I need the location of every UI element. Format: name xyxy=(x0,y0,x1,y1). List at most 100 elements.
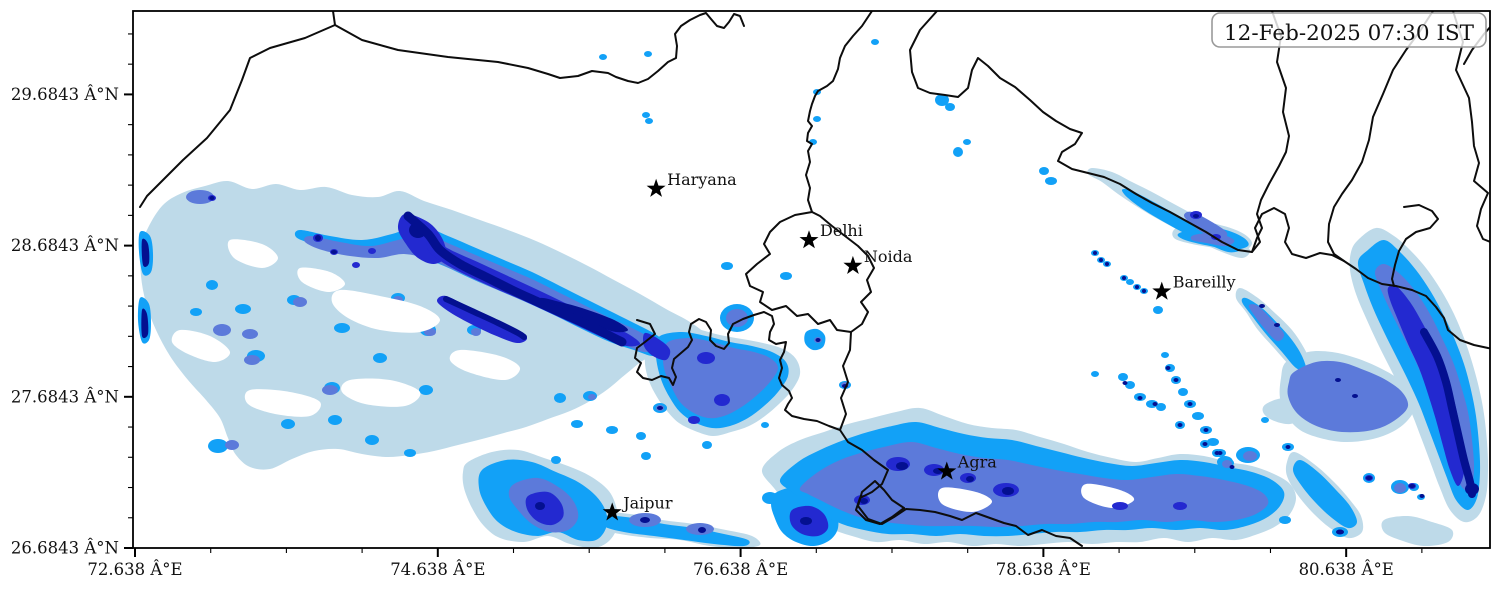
precip-dot-l2 xyxy=(645,118,653,124)
precip-dot-l2 xyxy=(945,103,955,111)
city-marker-noida: Noida xyxy=(843,247,913,274)
precip-blob-l4 xyxy=(642,332,671,361)
precip-dot-l2 xyxy=(1178,388,1188,396)
precip-dot-l5 xyxy=(1122,276,1126,280)
star-icon xyxy=(1152,281,1172,300)
precip-dot-l2 xyxy=(1118,373,1128,381)
precip-dot-l2 xyxy=(813,116,821,122)
x-tick-label: 76.638 Â°E xyxy=(693,559,788,579)
precip-dot-l5 xyxy=(860,498,868,504)
boundary-line xyxy=(857,480,1083,547)
precip-dot-l5 xyxy=(1259,304,1265,308)
precip-blob-l4 xyxy=(525,491,564,526)
precip-blob-l0 xyxy=(171,329,231,363)
precip-dot-l2 xyxy=(644,51,652,57)
precip-dot-l4 xyxy=(697,352,715,364)
precip-dot-l2 xyxy=(761,422,769,428)
precip-dot-l5 xyxy=(1099,258,1103,262)
city-marker-agra: Agra xyxy=(937,453,997,480)
precip-dot-l3 xyxy=(1394,483,1406,493)
precip-dot-l2 xyxy=(419,385,433,395)
x-tick-label: 72.638 Â°E xyxy=(87,559,182,579)
precip-dot-l3 xyxy=(588,394,596,400)
precip-dot-l2 xyxy=(871,39,879,45)
precip-dot-l5 xyxy=(1093,251,1097,255)
precip-dot-l5 xyxy=(1419,494,1425,498)
precip-dot-l2 xyxy=(208,439,228,453)
precip-dot-l5 xyxy=(1002,487,1014,495)
city-marker-bareilly: Bareilly xyxy=(1152,273,1236,300)
precip-dot-l3 xyxy=(242,329,258,339)
precipitation-field xyxy=(137,39,1489,548)
precip-dot-l2 xyxy=(551,456,561,464)
precip-dot-l3 xyxy=(213,324,231,336)
precip-blob-l0 xyxy=(937,487,993,513)
precip-dot-l3 xyxy=(1222,460,1232,468)
y-tick-label: 26.6843 Â°N xyxy=(11,538,119,558)
star-icon xyxy=(799,230,819,249)
precip-blob-l0 xyxy=(297,267,346,293)
precip-dot-l3 xyxy=(322,385,338,395)
precip-dot-l5 xyxy=(1285,445,1291,449)
precip-blob-l3 xyxy=(1248,304,1285,342)
precip-blob-l0 xyxy=(341,378,421,407)
boundary-line xyxy=(139,11,336,208)
precip-dot-l5 xyxy=(1214,451,1220,455)
boundary-line xyxy=(334,12,745,84)
precip-dot-l3 xyxy=(1243,451,1257,461)
precip-dot-l4 xyxy=(368,248,376,254)
precip-dot-l5 xyxy=(1352,394,1358,398)
precip-blob-l1 xyxy=(1381,515,1454,547)
boundary-line xyxy=(1391,204,1439,287)
precip-dot-l5 xyxy=(1137,396,1143,400)
precip-blob-l0 xyxy=(331,289,440,333)
precip-blob-l0 xyxy=(1081,483,1135,509)
star-icon xyxy=(646,178,666,197)
precip-dot-l2 xyxy=(1279,516,1291,524)
star-icon xyxy=(843,255,863,274)
precip-dot-l5 xyxy=(1229,465,1235,469)
boundary-line xyxy=(805,11,873,213)
precip-dot-l5 xyxy=(1152,402,1158,406)
precip-dot-l2 xyxy=(963,139,971,145)
precip-dot-l5 xyxy=(209,196,215,200)
precip-dot-l3 xyxy=(244,355,260,365)
star-icon xyxy=(602,502,622,521)
star-icon xyxy=(937,461,957,480)
precip-dot-l5 xyxy=(640,517,650,523)
city-label: Jaipur xyxy=(621,493,673,512)
boundary-line xyxy=(909,11,1490,350)
precip-dot-l2 xyxy=(334,323,350,333)
precip-dot-l4 xyxy=(352,262,360,268)
precip-dot-l2 xyxy=(1126,279,1134,285)
precip-dot-l4 xyxy=(1173,502,1187,510)
precip-blob-l2 xyxy=(1292,459,1358,529)
state-boundaries xyxy=(139,11,1490,547)
city-label: Agra xyxy=(957,453,997,472)
precip-dot-l2 xyxy=(1091,371,1099,377)
timestamp-box: 12-Feb-2025 07:30 IST xyxy=(1211,12,1487,48)
precip-dot-l2 xyxy=(373,353,387,363)
precip-dot-l5 xyxy=(1202,442,1208,446)
precip-dot-l3 xyxy=(293,297,307,307)
precip-blob-l0 xyxy=(244,389,321,417)
precip-dot-l5 xyxy=(315,235,321,241)
precip-dot-l5 xyxy=(1142,289,1146,293)
precip-dot-l2 xyxy=(571,420,583,428)
precip-dot-l2 xyxy=(935,94,949,106)
precip-dot-l5 xyxy=(1409,484,1415,488)
precip-dot-l5 xyxy=(1187,402,1193,406)
y-tick-label: 27.6843 Â°N xyxy=(11,386,119,406)
precip-dot-l2 xyxy=(1192,412,1204,420)
x-tick-label: 80.638 Â°E xyxy=(1299,559,1394,579)
precip-dot-l5 xyxy=(1193,214,1199,218)
boundary-line xyxy=(745,211,875,333)
precip-blob-l5 xyxy=(141,238,150,267)
precip-dot-l2 xyxy=(328,415,342,425)
timestamp-box-bg xyxy=(1211,12,1487,48)
precip-dot-l5 xyxy=(896,462,908,470)
precip-dot-l2 xyxy=(780,272,792,280)
precip-dot-l3 xyxy=(186,190,214,204)
precip-dot-l5 xyxy=(1274,323,1280,327)
